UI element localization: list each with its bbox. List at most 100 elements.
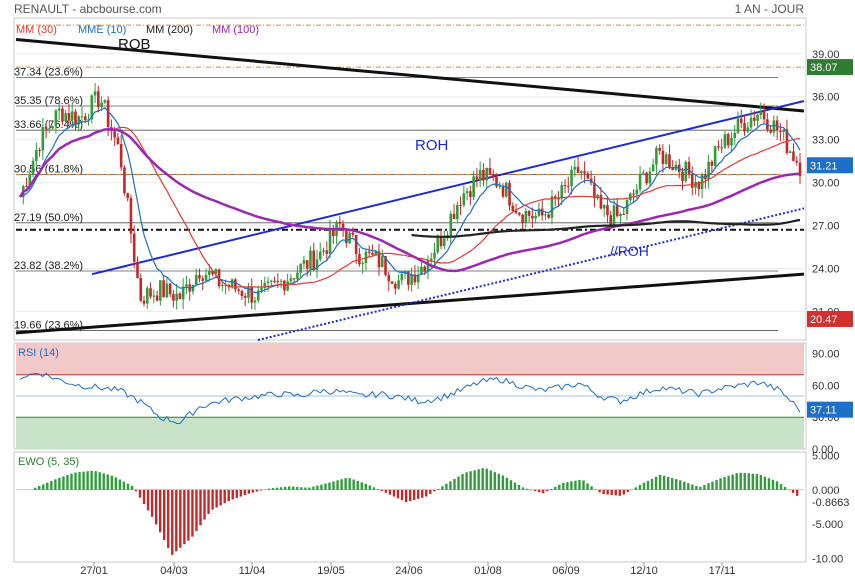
ewo-bar xyxy=(691,484,694,490)
ewo-bar xyxy=(747,473,750,490)
ewo-bar xyxy=(324,483,327,490)
ewo-bar xyxy=(666,476,670,490)
candle-body xyxy=(485,167,488,181)
ewo-bar xyxy=(195,489,198,531)
mme10-line xyxy=(19,107,801,294)
ewo-bar xyxy=(102,473,105,490)
rsi-overbought-zone xyxy=(16,343,804,375)
ewo-bar xyxy=(344,478,347,490)
ewo-bar xyxy=(154,489,158,525)
ewo-bar xyxy=(642,482,646,490)
candle-body xyxy=(116,137,120,145)
ewo-value-label: -0.8663 xyxy=(812,497,849,509)
candle-body xyxy=(142,300,146,304)
ewo-bar xyxy=(505,477,509,490)
candle-body xyxy=(710,161,714,166)
candle-body xyxy=(194,274,198,285)
ewo-bar xyxy=(62,476,65,490)
ewo-bar xyxy=(727,475,730,490)
candle-body xyxy=(684,161,688,182)
candle-body xyxy=(302,260,306,264)
candle-body xyxy=(465,191,469,194)
ewo-bar xyxy=(421,489,424,498)
candle-body xyxy=(61,108,64,122)
price-tick-label: 36.00 xyxy=(812,92,840,104)
ewo-bar xyxy=(695,485,698,490)
price-tick-label: 27.00 xyxy=(812,221,840,233)
legend-mm100: MM (100) xyxy=(212,24,259,36)
candle-body xyxy=(41,126,45,151)
ewo-bar xyxy=(110,475,113,490)
ewo-bar xyxy=(332,481,335,490)
candle-body xyxy=(139,278,143,301)
candle-body xyxy=(615,205,619,217)
ewo-bar xyxy=(404,489,408,503)
candle-body xyxy=(442,238,446,246)
ewo-bar xyxy=(98,472,101,490)
candle-body xyxy=(269,280,273,282)
candle-body xyxy=(531,215,534,219)
candle-body xyxy=(547,214,551,218)
candle-body xyxy=(305,260,309,269)
candle-body xyxy=(557,198,560,200)
candle-body xyxy=(214,269,218,275)
candle-body xyxy=(723,133,727,148)
candle-body xyxy=(289,278,293,282)
candle-body xyxy=(348,232,351,244)
ewo-bar xyxy=(106,474,109,490)
ewo-bar xyxy=(437,488,440,490)
ewo-bar xyxy=(606,489,609,495)
ewo-bar xyxy=(138,489,142,498)
candle-body xyxy=(452,213,456,220)
ewo-bar xyxy=(126,483,130,490)
candle-body xyxy=(772,120,776,133)
candle-body xyxy=(57,108,61,111)
candle-body xyxy=(80,116,84,118)
candle-body xyxy=(145,288,149,304)
candle-body xyxy=(733,132,737,139)
candle-body xyxy=(606,205,609,216)
candle-body xyxy=(668,154,671,169)
candle-body xyxy=(286,281,289,291)
rob-label: ROB xyxy=(118,36,151,53)
ewo-bar xyxy=(396,489,400,499)
candle-body xyxy=(416,274,420,283)
candle-body xyxy=(449,213,453,236)
rsi-tick-label: 90.00 xyxy=(812,349,840,361)
ewo-bar xyxy=(203,489,206,520)
candle-body xyxy=(103,100,107,103)
x-tick-label: 24/06 xyxy=(395,565,423,577)
candle-body xyxy=(612,205,616,225)
ewo-bar xyxy=(231,489,234,500)
ewo-bar xyxy=(408,489,412,502)
ewo-bar xyxy=(175,489,178,552)
candle-body xyxy=(537,208,541,216)
ewo-panel xyxy=(13,451,807,563)
ewo-bar xyxy=(158,489,162,533)
ewo-bar xyxy=(219,489,222,506)
candle-body xyxy=(83,116,87,120)
candle-body xyxy=(263,282,267,288)
ewo-bar xyxy=(42,484,45,490)
candle-body xyxy=(462,193,466,206)
candle-body xyxy=(501,185,505,197)
ewo-bar xyxy=(114,477,118,490)
ewo-bar xyxy=(328,482,331,490)
candle-body xyxy=(367,251,371,253)
ewo-bar xyxy=(187,489,190,541)
ewo-bar xyxy=(630,489,634,491)
ewo-bar xyxy=(292,486,295,490)
ewo-bar xyxy=(566,482,569,490)
ewo-bar xyxy=(537,489,541,493)
ewo-bar xyxy=(171,489,174,555)
ewo-bar xyxy=(759,475,763,490)
x-tick-label: 11/04 xyxy=(239,565,266,577)
candle-body xyxy=(436,236,440,253)
candle-body xyxy=(132,233,136,262)
ewo-bar xyxy=(739,472,742,490)
candle-body xyxy=(697,181,701,189)
candle-body xyxy=(593,182,596,199)
x-tick-label: 01/08 xyxy=(474,565,502,577)
ewo-bar xyxy=(227,489,230,502)
candle-body xyxy=(459,204,462,206)
